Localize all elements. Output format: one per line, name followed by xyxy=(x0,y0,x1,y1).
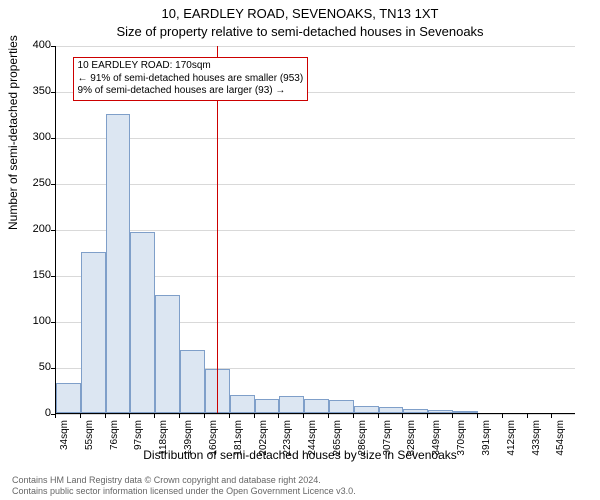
footer-attribution: Contains HM Land Registry data © Crown c… xyxy=(12,475,356,497)
y-tick-label: 300 xyxy=(11,131,51,143)
histogram-bar xyxy=(279,396,304,413)
x-tick-mark xyxy=(452,414,453,418)
y-tick-mark xyxy=(51,138,55,139)
histogram-bar xyxy=(155,295,180,413)
x-tick-label: 391sqm xyxy=(481,420,492,460)
x-tick-label: 244sqm xyxy=(307,420,318,460)
x-tick-label: 55sqm xyxy=(84,420,95,460)
x-tick-label: 34sqm xyxy=(59,420,70,460)
y-tick-label: 400 xyxy=(11,39,51,51)
histogram-bar xyxy=(453,411,478,413)
x-tick-mark xyxy=(254,414,255,418)
footer-line-2: Contains public sector information licen… xyxy=(12,486,356,497)
x-tick-label: 349sqm xyxy=(431,420,442,460)
histogram-bar xyxy=(106,114,131,413)
plot-inner: 10 EARDLEY ROAD: 170sqm← 91% of semi-det… xyxy=(56,46,575,413)
chart-container: 10, EARDLEY ROAD, SEVENOAKS, TN13 1XT Si… xyxy=(0,0,600,500)
y-tick-mark xyxy=(51,184,55,185)
histogram-bar xyxy=(304,399,329,413)
x-tick-label: 118sqm xyxy=(158,420,169,460)
y-tick-label: 100 xyxy=(11,315,51,327)
histogram-bar xyxy=(379,407,404,413)
x-tick-label: 412sqm xyxy=(506,420,517,460)
x-tick-mark xyxy=(204,414,205,418)
histogram-bar xyxy=(354,406,379,413)
x-tick-label: 181sqm xyxy=(233,420,244,460)
y-tick-label: 250 xyxy=(11,177,51,189)
x-tick-label: 307sqm xyxy=(382,420,393,460)
histogram-bar xyxy=(56,383,81,413)
x-tick-label: 433sqm xyxy=(531,420,542,460)
x-tick-label: 139sqm xyxy=(183,420,194,460)
x-tick-label: 160sqm xyxy=(208,420,219,460)
gridline xyxy=(56,138,575,139)
x-tick-mark xyxy=(55,414,56,418)
histogram-bar xyxy=(329,400,354,413)
x-tick-label: 76sqm xyxy=(109,420,120,460)
y-tick-mark xyxy=(51,322,55,323)
histogram-bar xyxy=(130,232,155,413)
y-tick-label: 200 xyxy=(11,223,51,235)
histogram-bar xyxy=(255,399,280,413)
y-tick-label: 50 xyxy=(11,361,51,373)
plot-area: 10 EARDLEY ROAD: 170sqm← 91% of semi-det… xyxy=(55,46,575,414)
y-tick-mark xyxy=(51,230,55,231)
page-title-2: Size of property relative to semi-detach… xyxy=(0,24,600,39)
histogram-bar xyxy=(403,409,428,413)
x-tick-mark xyxy=(527,414,528,418)
x-tick-mark xyxy=(353,414,354,418)
y-tick-mark xyxy=(51,276,55,277)
x-tick-mark xyxy=(328,414,329,418)
x-tick-label: 286sqm xyxy=(357,420,368,460)
x-tick-mark xyxy=(551,414,552,418)
annotation-line: 9% of semi-detached houses are larger (9… xyxy=(78,85,304,98)
x-tick-label: 454sqm xyxy=(555,420,566,460)
x-tick-mark xyxy=(80,414,81,418)
x-tick-mark xyxy=(229,414,230,418)
annotation-line: 10 EARDLEY ROAD: 170sqm xyxy=(78,60,304,73)
y-tick-label: 0 xyxy=(11,407,51,419)
annotation-line: ← 91% of semi-detached houses are smalle… xyxy=(78,73,304,86)
x-tick-label: 202sqm xyxy=(258,420,269,460)
y-tick-mark xyxy=(51,46,55,47)
histogram-bar xyxy=(180,350,205,413)
footer-line-1: Contains HM Land Registry data © Crown c… xyxy=(12,475,356,486)
x-tick-mark xyxy=(402,414,403,418)
x-tick-label: 265sqm xyxy=(332,420,343,460)
histogram-bar xyxy=(81,252,106,413)
gridline xyxy=(56,46,575,47)
reference-line xyxy=(217,46,218,413)
x-tick-mark xyxy=(278,414,279,418)
x-tick-label: 370sqm xyxy=(456,420,467,460)
y-tick-mark xyxy=(51,92,55,93)
x-tick-label: 97sqm xyxy=(133,420,144,460)
gridline xyxy=(56,184,575,185)
x-tick-mark xyxy=(129,414,130,418)
y-tick-mark xyxy=(51,368,55,369)
x-tick-mark xyxy=(105,414,106,418)
x-tick-label: 328sqm xyxy=(406,420,417,460)
y-tick-label: 150 xyxy=(11,269,51,281)
x-tick-mark xyxy=(378,414,379,418)
x-tick-mark xyxy=(502,414,503,418)
x-tick-mark xyxy=(427,414,428,418)
x-tick-label: 223sqm xyxy=(282,420,293,460)
y-tick-label: 350 xyxy=(11,85,51,97)
x-tick-mark xyxy=(179,414,180,418)
x-tick-mark xyxy=(477,414,478,418)
annotation-box: 10 EARDLEY ROAD: 170sqm← 91% of semi-det… xyxy=(73,57,309,101)
histogram-bar xyxy=(230,395,255,413)
x-tick-mark xyxy=(303,414,304,418)
page-title-1: 10, EARDLEY ROAD, SEVENOAKS, TN13 1XT xyxy=(0,6,600,21)
gridline xyxy=(56,414,575,415)
histogram-bar xyxy=(428,410,453,413)
x-tick-mark xyxy=(154,414,155,418)
